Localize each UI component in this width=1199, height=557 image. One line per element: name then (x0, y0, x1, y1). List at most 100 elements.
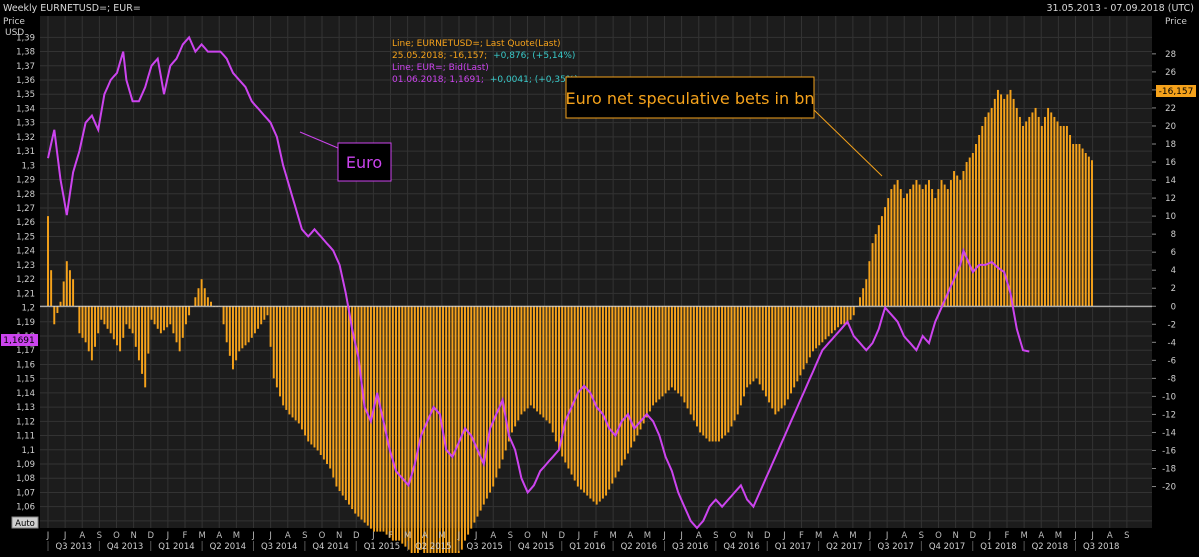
month-tick-label: D (147, 531, 154, 541)
net-bets-bar (432, 306, 435, 557)
left-tick-label: 1,13 (16, 403, 35, 413)
net-bets-bar (464, 306, 466, 541)
net-bets-bar (395, 306, 397, 541)
net-bets-bar (476, 306, 479, 517)
net-bets-bar (357, 306, 360, 517)
net-bets-bar (877, 225, 880, 307)
net-bets-bar (1034, 107, 1037, 307)
month-tick-label: D (558, 531, 565, 541)
net-bets-bar (746, 306, 749, 388)
month-tick-label: J (457, 531, 461, 541)
net-bets-bar (943, 184, 946, 307)
net-bets-bar (241, 306, 244, 349)
month-tick-label: D (764, 531, 771, 541)
net-bets-bar (990, 107, 993, 307)
left-tick-label: 1,32 (16, 133, 35, 143)
net-bets-bar (398, 306, 401, 541)
net-bets-bar (764, 306, 767, 397)
net-bets-bar (902, 198, 905, 307)
net-bets-bar (511, 306, 513, 433)
net-bets-bar (793, 306, 796, 388)
net-bets-bar (222, 306, 225, 325)
left-tick-label: 1,36 (16, 76, 35, 86)
net-bets-bar (260, 306, 263, 325)
left-axis-label: Price (3, 17, 25, 27)
right-tick-label: -18 (1162, 465, 1176, 475)
net-bets-bar (62, 281, 65, 307)
net-bets-bar (1028, 116, 1031, 307)
right-tick-label: 26 (1165, 68, 1176, 78)
net-bets-bar (178, 306, 181, 352)
net-bets-bar (304, 306, 307, 436)
net-bets-bar (680, 306, 683, 397)
net-bets-bar (514, 306, 517, 427)
net-bets-bar (821, 306, 824, 343)
net-bets-bar (282, 306, 285, 406)
left-tick-label: 1,22 (16, 275, 35, 285)
quarter-tick-label: Q1 2017 (775, 542, 811, 552)
month-tick-label: N (747, 531, 753, 541)
net-bets-bar (279, 306, 281, 397)
net-bets-bar (627, 306, 629, 454)
quarter-tick-label: Q4 2017 (929, 542, 965, 552)
net-bets-bar (664, 306, 667, 394)
month-tick-label: J (782, 531, 786, 541)
euro-annotation-box (337, 142, 392, 182)
legend-line1-title: Line; EURNETUSD=; Last Quote(Last) (392, 39, 561, 49)
left-axis-unit: USD (5, 28, 24, 38)
right-tick-label: 10 (1165, 212, 1176, 222)
net-bets-bar (97, 306, 100, 334)
net-bets-bar (996, 89, 999, 307)
net-bets-bar (335, 306, 338, 487)
net-bets-bar (601, 306, 604, 499)
net-bets-bar (768, 306, 771, 403)
auto-scale-button[interactable] (11, 516, 39, 529)
net-bets-bar (1065, 125, 1068, 307)
month-tick-label: M (1020, 531, 1027, 541)
net-bets-bar (413, 306, 416, 557)
net-bets-bar (702, 306, 705, 436)
right-tick-label: -8 (1168, 374, 1176, 384)
net-bets-bar (818, 306, 821, 346)
net-bets-bar (880, 216, 883, 307)
net-bets-bar (363, 306, 366, 523)
month-tick-label: A (422, 531, 428, 541)
legend: Line; EURNETUSD=; Last Quote(Last) 25.05… (392, 39, 578, 85)
legend-line2-change: +0,0041; (+0,35%) (490, 75, 578, 85)
net-bets-bar (72, 279, 75, 307)
net-bets-bar (159, 306, 162, 334)
right-tick-label: 18 (1165, 140, 1176, 150)
net-bets-bar (1075, 144, 1078, 307)
net-bets-bar (194, 297, 197, 307)
net-bets-bar (68, 270, 71, 307)
net-bets-bar (203, 288, 206, 307)
net-bets-bar (1037, 116, 1040, 307)
quarter-tick-label: Q1 2015 (364, 542, 400, 552)
net-bets-bar (583, 306, 586, 493)
net-bets-bar (156, 306, 159, 329)
net-bets-bar (752, 306, 755, 382)
month-tick-label: S (713, 531, 718, 541)
net-bets-bar (1018, 116, 1021, 307)
month-tick-label: M (849, 531, 856, 541)
right-tick-label: 28 (1165, 50, 1176, 60)
net-bets-bar (739, 306, 742, 406)
month-tick-label: A (1107, 531, 1113, 541)
net-bets-bar (1044, 116, 1046, 307)
net-bets-bar (648, 306, 651, 412)
net-bets-bar (849, 306, 852, 320)
net-bets-bar (116, 306, 118, 346)
net-bets-bar (884, 207, 887, 307)
month-tick-label: S (302, 531, 307, 541)
net-bets-bar (862, 288, 865, 307)
net-bets-bar (736, 306, 739, 415)
month-tick-label: O (319, 531, 326, 541)
net-bets-bar (348, 306, 350, 505)
month-tick-label: A (627, 531, 633, 541)
left-tick-label: 1,39 (16, 33, 35, 43)
net-bets-bar (354, 306, 357, 514)
month-tick-label: A (1038, 531, 1044, 541)
net-bets-bar (266, 306, 269, 316)
net-bets-bar (887, 198, 890, 307)
left-tick-label: 1,16 (16, 360, 35, 370)
